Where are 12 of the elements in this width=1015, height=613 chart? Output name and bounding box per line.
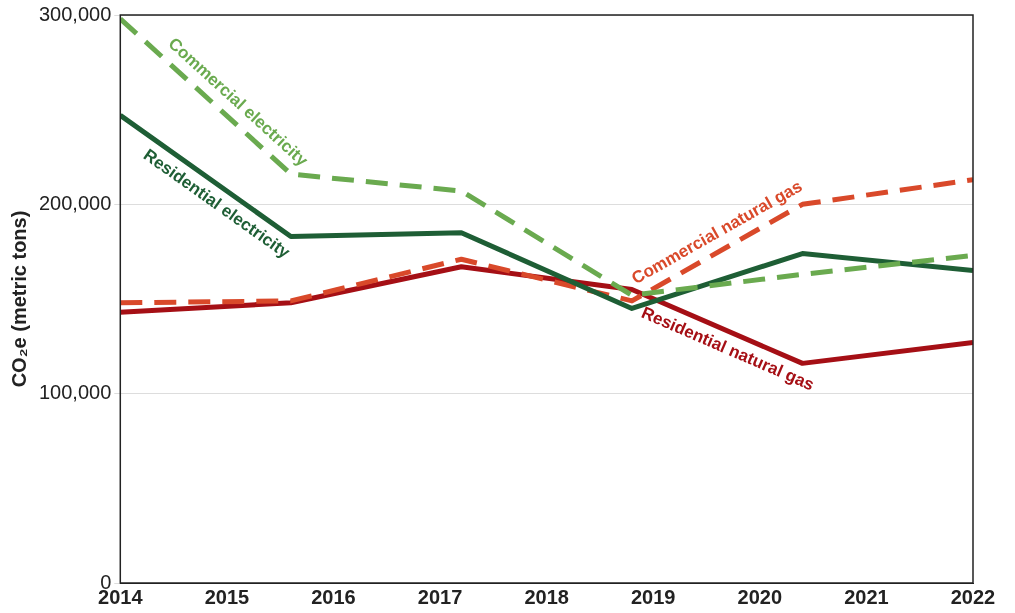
- x-tick-label: 2022: [950, 585, 996, 608]
- x-tick-label: 2017: [417, 585, 463, 608]
- y-tick-label: 300,000: [39, 2, 112, 25]
- y-axis-title: CO₂e (metric tons): [7, 210, 30, 388]
- x-tick-label: 2015: [204, 585, 250, 608]
- x-tick-label: 2016: [311, 585, 356, 608]
- x-tick-label: 2021: [844, 585, 889, 608]
- x-tick-label: 2019: [630, 585, 676, 608]
- x-tick-label: 2020: [737, 585, 783, 608]
- x-tick-label: 2018: [524, 585, 569, 608]
- y-tick-label: 100,000: [39, 381, 112, 404]
- y-tick-label: 200,000: [39, 191, 112, 214]
